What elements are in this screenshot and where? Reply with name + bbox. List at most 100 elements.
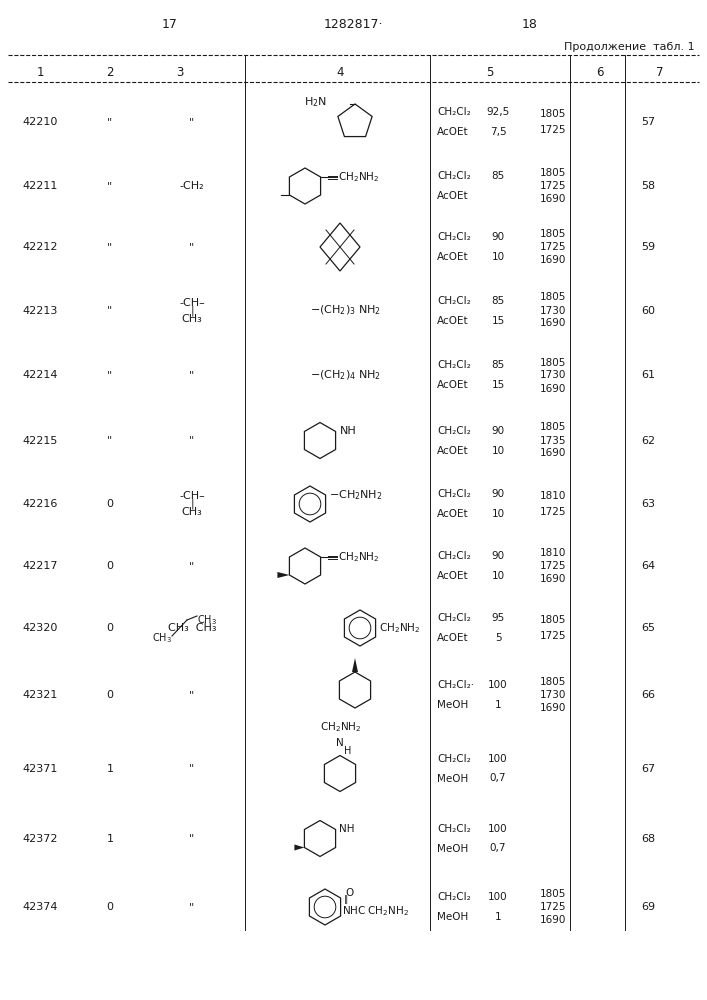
Text: NHC CH$_2$NH$_2$: NHC CH$_2$NH$_2$ <box>341 904 409 918</box>
Text: 1730: 1730 <box>540 690 566 700</box>
Text: 0,7: 0,7 <box>490 774 506 784</box>
Text: NH: NH <box>339 426 356 436</box>
Text: 1: 1 <box>36 66 44 79</box>
Text: Продолжение  табл. 1: Продолжение табл. 1 <box>564 42 695 52</box>
Polygon shape <box>352 658 358 672</box>
Text: 1690: 1690 <box>540 448 566 458</box>
Text: 100: 100 <box>489 892 508 902</box>
Text: CH$_2$NH$_2$: CH$_2$NH$_2$ <box>337 550 379 564</box>
Text: 90: 90 <box>491 426 505 436</box>
Text: 7: 7 <box>656 66 664 79</box>
Text: 90: 90 <box>491 551 505 561</box>
Text: AcOEt: AcOEt <box>437 633 469 643</box>
Text: MeOH: MeOH <box>437 844 468 854</box>
Text: CH₂Cl₂: CH₂Cl₂ <box>437 296 471 306</box>
Text: 10: 10 <box>491 446 505 456</box>
Text: 57: 57 <box>641 117 655 127</box>
Text: 1725: 1725 <box>540 242 566 252</box>
Text: -CH–: -CH– <box>179 298 205 308</box>
Text: CH₂Cl₂: CH₂Cl₂ <box>437 489 471 499</box>
Text: 0: 0 <box>107 499 114 509</box>
Text: CH₂Cl₂: CH₂Cl₂ <box>437 754 471 764</box>
Text: CH$_3$: CH$_3$ <box>197 613 217 627</box>
Text: 1690: 1690 <box>540 255 566 265</box>
Text: 1: 1 <box>495 700 501 710</box>
Text: CH$_3$: CH$_3$ <box>152 631 172 645</box>
Text: 42321: 42321 <box>23 690 58 700</box>
Text: 1690: 1690 <box>540 915 566 925</box>
Text: MeOH: MeOH <box>437 774 468 784</box>
Text: 42374: 42374 <box>22 902 58 912</box>
Text: $-$CH$_2$NH$_2$: $-$CH$_2$NH$_2$ <box>329 488 382 502</box>
Text: AcOEt: AcOEt <box>437 191 469 201</box>
Text: 42213: 42213 <box>23 306 58 316</box>
Text: 1690: 1690 <box>540 703 566 713</box>
Text: H: H <box>344 746 351 756</box>
Text: CH₃  CH₃: CH₃ CH₃ <box>168 623 216 633</box>
Text: 1805: 1805 <box>540 358 566 367</box>
Text: 1805: 1805 <box>540 292 566 302</box>
Text: 100: 100 <box>489 824 508 834</box>
Text: ‖: ‖ <box>344 894 348 904</box>
Text: 1805: 1805 <box>540 615 566 625</box>
Text: CH$_2$NH$_2$: CH$_2$NH$_2$ <box>337 170 379 184</box>
Text: ": " <box>107 181 112 191</box>
Text: CH$_2$NH$_2$: CH$_2$NH$_2$ <box>378 621 420 635</box>
Text: AcOEt: AcOEt <box>437 571 469 581</box>
Text: CH₂Cl₂: CH₂Cl₂ <box>437 892 471 902</box>
Text: AcOEt: AcOEt <box>437 509 469 519</box>
Text: 85: 85 <box>491 171 505 181</box>
Text: 42212: 42212 <box>22 242 58 252</box>
Text: AcOEt: AcOEt <box>437 127 469 137</box>
Text: 42210: 42210 <box>23 117 58 127</box>
Text: 1805: 1805 <box>540 889 566 899</box>
Text: 1725: 1725 <box>540 561 566 571</box>
Text: 1730: 1730 <box>540 306 566 316</box>
Text: -CH₂: -CH₂ <box>180 181 204 191</box>
Text: $-$(CH$_2$)$_4$ NH$_2$: $-$(CH$_2$)$_4$ NH$_2$ <box>310 369 381 382</box>
Text: 66: 66 <box>641 690 655 700</box>
Text: 1735: 1735 <box>540 436 566 446</box>
Text: 100: 100 <box>489 680 508 690</box>
Text: 1805: 1805 <box>540 229 566 239</box>
Text: 0: 0 <box>107 561 114 571</box>
Text: 1810: 1810 <box>540 548 566 558</box>
Text: 42211: 42211 <box>23 181 58 191</box>
Text: 65: 65 <box>641 623 655 633</box>
Text: 4: 4 <box>337 66 344 79</box>
Text: 42320: 42320 <box>23 623 58 633</box>
Text: AcOEt: AcOEt <box>437 316 469 326</box>
Text: 0: 0 <box>107 690 114 700</box>
Text: 61: 61 <box>641 370 655 380</box>
Text: ": " <box>107 370 112 380</box>
Text: 59: 59 <box>641 242 655 252</box>
Text: 7,5: 7,5 <box>490 127 506 137</box>
Text: 60: 60 <box>641 306 655 316</box>
Text: CH₂Cl₂: CH₂Cl₂ <box>437 426 471 436</box>
Text: 3: 3 <box>176 66 184 79</box>
Text: ": " <box>107 117 112 127</box>
Text: CH₃: CH₃ <box>182 314 202 324</box>
Text: 1805: 1805 <box>540 109 566 119</box>
Text: 1690: 1690 <box>540 318 566 328</box>
Text: 95: 95 <box>491 613 505 623</box>
Text: CH₂Cl₂: CH₂Cl₂ <box>437 360 471 370</box>
Text: 1805: 1805 <box>540 168 566 178</box>
Text: ": " <box>189 561 194 571</box>
Text: 5: 5 <box>486 66 493 79</box>
Text: ": " <box>189 902 194 912</box>
Text: 67: 67 <box>641 764 655 774</box>
Text: 42216: 42216 <box>23 499 58 509</box>
Text: 1805: 1805 <box>540 677 566 687</box>
Text: 0: 0 <box>107 623 114 633</box>
Text: 1725: 1725 <box>540 181 566 191</box>
Text: 1: 1 <box>107 764 114 774</box>
Text: 1810: 1810 <box>540 491 566 501</box>
Text: 1725: 1725 <box>540 631 566 641</box>
Text: 6: 6 <box>596 66 604 79</box>
Text: 1805: 1805 <box>540 422 566 432</box>
Text: 100: 100 <box>489 754 508 764</box>
Text: 42371: 42371 <box>23 764 58 774</box>
Text: ": " <box>189 436 194 446</box>
Text: 90: 90 <box>491 232 505 242</box>
